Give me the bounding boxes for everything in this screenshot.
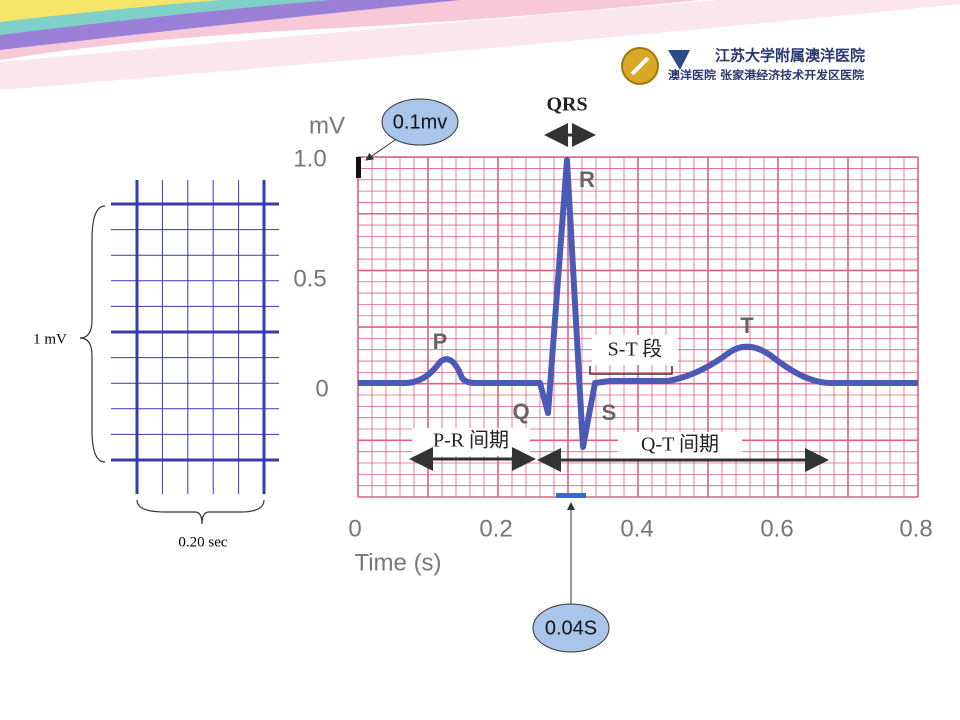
qrs-label: QRS	[546, 94, 587, 116]
x-tick-label: 0	[348, 515, 361, 542]
st-label-bg	[592, 335, 678, 365]
amplitude-marker	[356, 157, 361, 178]
x-tick-label: 0.8	[899, 515, 932, 542]
time-brace	[136, 499, 265, 525]
logo-name: 江苏大学附属澳洋医院	[715, 47, 865, 65]
p-wave-label: P	[433, 329, 448, 354]
duration-callout	[532, 603, 610, 653]
y-tick-label: 0	[315, 375, 328, 402]
x-tick-label: 0.2	[479, 515, 512, 542]
logo-subtitle: 澳洋医院 张家港经济技术开发区医院	[668, 68, 864, 83]
amplitude-callout	[381, 98, 459, 146]
amplitude-pointer	[365, 137, 399, 161]
time-scale: 0.20 sec	[178, 534, 227, 550]
duration-marker	[556, 493, 586, 498]
s-wave-label: S	[602, 400, 617, 425]
amplitude-text: 0.1mv	[393, 111, 447, 133]
scale-grid	[111, 180, 279, 494]
header-decoration	[0, 0, 960, 90]
x-tick-label: 0.4	[620, 515, 653, 542]
q-wave-label: Q	[512, 399, 529, 424]
st-bracket	[589, 366, 673, 375]
duration-text: 0.04S	[545, 617, 597, 639]
voltage-brace	[79, 205, 106, 463]
y-tick-label: 1.0	[293, 145, 326, 172]
ecg-waveform	[358, 157, 918, 450]
r-wave-label: R	[579, 167, 595, 192]
pr-label: P-R 间期	[433, 429, 509, 452]
qt-label: Q-T 间期	[641, 433, 719, 456]
x-tick-label: 0.6	[760, 515, 793, 542]
y-unit: mV	[309, 112, 345, 139]
st-label: S-T 段	[608, 338, 663, 361]
t-wave-label: T	[740, 313, 754, 338]
y-tick-label: 0.5	[293, 265, 326, 292]
voltage-scale: 1 mV	[33, 331, 67, 347]
x-axis-label: Time (s)	[354, 549, 441, 576]
logo: 江苏大学附属澳洋医院 澳洋医院 张家港经济技术开发区医院	[621, 47, 900, 90]
